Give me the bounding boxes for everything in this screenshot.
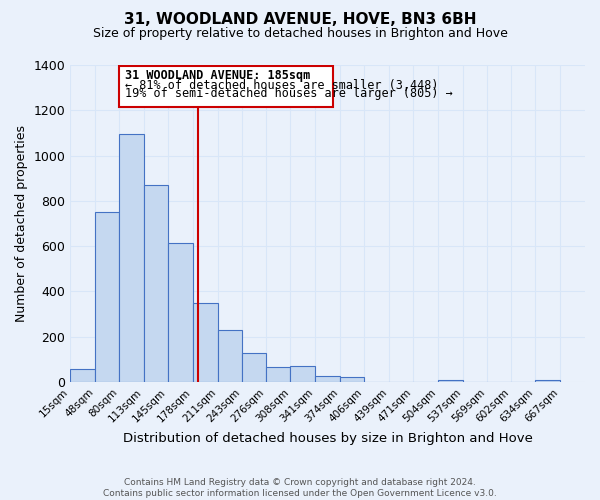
Bar: [290, 366, 315, 382]
X-axis label: Distribution of detached houses by size in Brighton and Hove: Distribution of detached houses by size …: [123, 432, 533, 445]
Text: Size of property relative to detached houses in Brighton and Hove: Size of property relative to detached ho…: [92, 28, 508, 40]
Bar: [242, 352, 266, 382]
Bar: [315, 376, 340, 382]
Bar: [218, 330, 242, 382]
FancyBboxPatch shape: [119, 66, 333, 107]
Bar: [438, 380, 463, 382]
Text: Contains HM Land Registry data © Crown copyright and database right 2024.
Contai: Contains HM Land Registry data © Crown c…: [103, 478, 497, 498]
Text: 31 WOODLAND AVENUE: 185sqm: 31 WOODLAND AVENUE: 185sqm: [125, 69, 310, 82]
Bar: [340, 378, 364, 382]
Text: 31, WOODLAND AVENUE, HOVE, BN3 6BH: 31, WOODLAND AVENUE, HOVE, BN3 6BH: [124, 12, 476, 28]
Bar: [95, 212, 119, 382]
Bar: [144, 186, 168, 382]
Bar: [193, 302, 218, 382]
Text: 19% of semi-detached houses are larger (805) →: 19% of semi-detached houses are larger (…: [125, 87, 453, 100]
Bar: [119, 134, 144, 382]
Bar: [266, 367, 290, 382]
Y-axis label: Number of detached properties: Number of detached properties: [15, 125, 28, 322]
Bar: [535, 380, 560, 382]
Bar: [168, 242, 193, 382]
Bar: [70, 370, 95, 382]
Text: ← 81% of detached houses are smaller (3,448): ← 81% of detached houses are smaller (3,…: [125, 78, 439, 92]
